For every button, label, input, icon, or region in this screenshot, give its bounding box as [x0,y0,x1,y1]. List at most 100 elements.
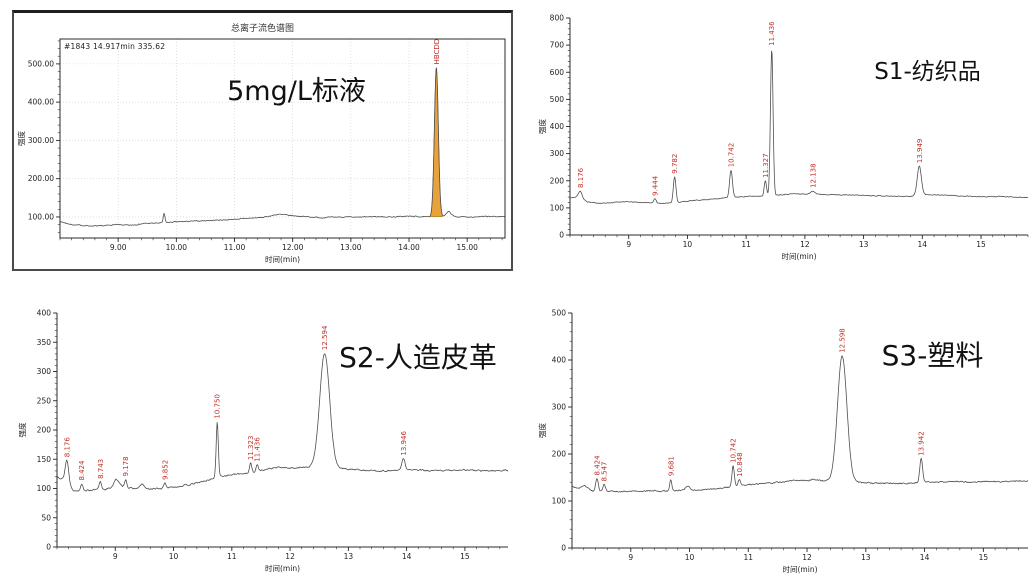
svg-text:600: 600 [550,68,565,77]
svg-text:13.946: 13.946 [400,431,408,456]
svg-text:10.848: 10.848 [736,452,744,477]
svg-text:400.00: 400.00 [28,98,54,107]
svg-text:400: 400 [37,309,52,318]
svg-text:8.547: 8.547 [601,462,609,482]
svg-text:13.949: 13.949 [916,139,924,164]
svg-text:500.00: 500.00 [28,59,54,68]
svg-text:400: 400 [550,122,565,131]
svg-text:100: 100 [550,203,565,212]
svg-text:14: 14 [402,552,412,561]
svg-text:250: 250 [37,396,52,405]
svg-text:13: 13 [861,553,871,562]
svg-text:8.424: 8.424 [78,460,86,481]
svg-text:8.424: 8.424 [593,455,601,476]
chart-s1-plot: 9 10 11 12 13 14 15 0 100 200 300 400 500 600 700 800 时间… [535,8,1035,280]
svg-text:350: 350 [37,338,52,347]
svg-text:11.323: 11.323 [247,436,255,461]
svg-text:9.00: 9.00 [110,243,127,252]
svg-text:500: 500 [550,95,565,104]
svg-text:0: 0 [46,543,51,552]
svg-text:12.594: 12.594 [321,325,329,350]
chart-s3-panel: 9 10 11 12 13 14 15 0 100 200 300 400 500 时间(min) 强度 8.… [535,300,1035,587]
svg-text:9.852: 9.852 [161,460,169,480]
svg-text:100: 100 [37,484,52,493]
chart-s1-panel: 9 10 11 12 13 14 15 0 100 200 300 400 500 600 700 800 时间… [535,8,1035,280]
svg-text:15: 15 [976,240,986,249]
svg-text:50: 50 [41,513,51,522]
svg-text:10.00: 10.00 [166,243,188,252]
svg-text:13.942: 13.942 [918,431,926,456]
svg-text:200: 200 [550,176,565,185]
svg-text:10: 10 [685,553,695,562]
svg-text:强度: 强度 [16,131,26,146]
svg-text:300.00: 300.00 [28,136,54,145]
svg-text:400: 400 [552,356,567,365]
svg-text:150: 150 [37,455,52,464]
svg-text:300: 300 [552,403,567,412]
svg-text:12.00: 12.00 [282,243,304,252]
svg-text:8.176: 8.176 [577,167,585,188]
chart-standard-plot: 9.00 10.00 11.00 12.00 13.00 14.00 15.00 100.00… [14,13,511,269]
svg-text:9.681: 9.681 [667,456,675,476]
svg-text:9.782: 9.782 [671,154,679,174]
svg-text:9.178: 9.178 [122,456,130,476]
svg-text:12: 12 [800,240,810,249]
svg-text:8.176: 8.176 [63,437,71,458]
svg-text:HBCDD: HBCDD [433,39,441,65]
svg-text:300: 300 [37,367,52,376]
svg-text:时间(min): 时间(min) [265,254,300,264]
chart-s2-plot: 9 10 11 12 13 14 15 0 50 100 150 200 250 300 350 400 时间(… [15,300,520,585]
svg-text:200: 200 [552,450,567,459]
svg-text:11.327: 11.327 [762,153,770,178]
svg-text:13.00: 13.00 [340,243,362,252]
svg-text:13: 13 [859,240,869,249]
chart-standard-panel: 9.00 10.00 11.00 12.00 13.00 14.00 15.00 100.00… [12,10,513,271]
svg-text:12: 12 [802,553,812,562]
svg-text:300: 300 [550,149,565,158]
svg-text:15.00: 15.00 [456,243,478,252]
svg-text:14: 14 [918,240,928,249]
svg-text:200.00: 200.00 [28,174,54,183]
svg-text:强度: 强度 [17,422,27,437]
chart-s3-plot: 9 10 11 12 13 14 15 0 100 200 300 400 500 时间(min) 强度 8.… [535,300,1035,587]
svg-text:500: 500 [552,309,567,318]
svg-text:10.750: 10.750 [214,394,222,419]
svg-text:15: 15 [979,553,989,562]
svg-text:100: 100 [552,497,567,506]
svg-text:14.00: 14.00 [398,243,420,252]
svg-text:时间(min): 时间(min) [265,563,300,573]
svg-text:800: 800 [550,14,565,23]
chart-s2-panel: 9 10 11 12 13 14 15 0 50 100 150 200 250 300 350 400 时间(… [15,300,520,585]
svg-text:11: 11 [741,240,751,249]
svg-text:12.138: 12.138 [809,163,817,188]
svg-text:10.742: 10.742 [728,143,736,168]
svg-text:0: 0 [559,231,564,240]
svg-text:11: 11 [227,552,237,561]
svg-text:700: 700 [550,41,565,50]
svg-text:12: 12 [285,552,295,561]
svg-text:9.444: 9.444 [651,175,659,196]
svg-text:0: 0 [561,544,566,553]
svg-text:时间(min): 时间(min) [783,564,818,574]
svg-text:15: 15 [460,552,470,561]
svg-text:10: 10 [169,552,179,561]
svg-text:14: 14 [920,553,930,562]
svg-text:12.598: 12.598 [839,328,847,353]
svg-text:11.00: 11.00 [224,243,246,252]
svg-text:200: 200 [37,426,52,435]
svg-text:时间(min): 时间(min) [782,251,817,261]
svg-text:13: 13 [344,552,354,561]
svg-text:11: 11 [744,553,754,562]
svg-text:9: 9 [113,552,118,561]
svg-text:9: 9 [628,553,633,562]
svg-text:11.436: 11.436 [768,21,776,46]
svg-text:9: 9 [626,240,631,249]
svg-text:强度: 强度 [537,423,547,438]
svg-text:10: 10 [683,240,693,249]
svg-text:8.743: 8.743 [97,459,105,479]
svg-text:100.00: 100.00 [28,212,54,221]
svg-text:11.436: 11.436 [254,437,262,462]
svg-text:10.742: 10.742 [730,438,738,463]
svg-text:强度: 强度 [537,119,547,134]
